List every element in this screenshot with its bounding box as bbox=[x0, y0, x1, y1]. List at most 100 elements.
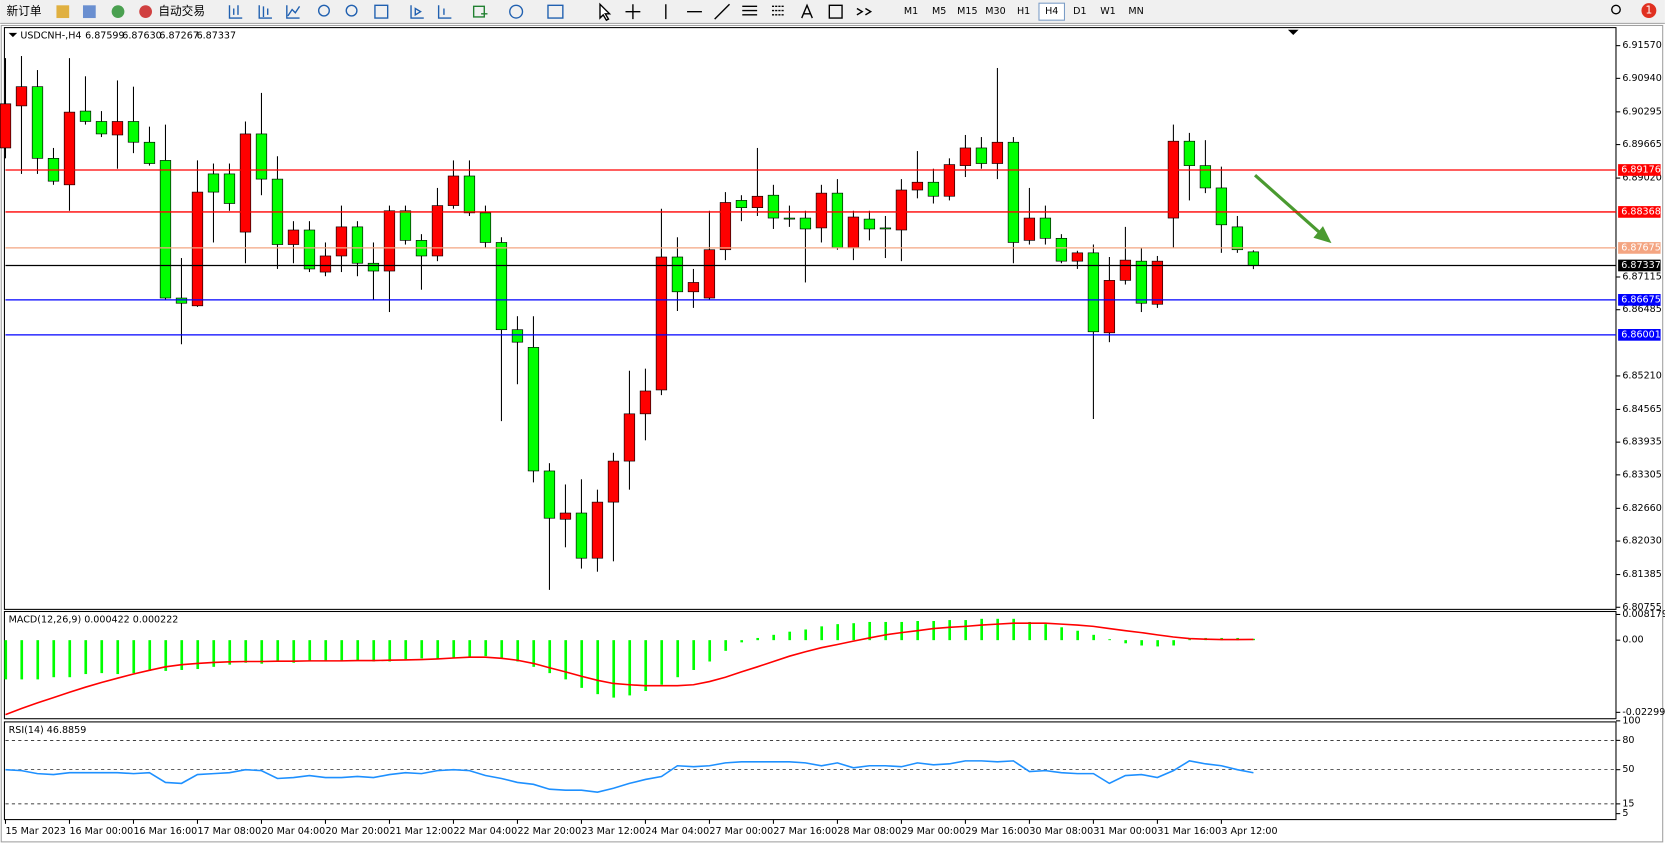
tool-arrows[interactable] bbox=[856, 7, 873, 16]
candle-body bbox=[527, 347, 540, 472]
auto-trading-icon[interactable] bbox=[139, 5, 152, 19]
notification-badge[interactable] bbox=[1641, 3, 1657, 19]
candle-body bbox=[671, 256, 684, 293]
icon[interactable] bbox=[56, 5, 70, 19]
tool-tile[interactable] bbox=[374, 4, 389, 19]
macd-bar bbox=[244, 640, 248, 663]
candle-body bbox=[1183, 140, 1196, 166]
timeframe-button[interactable]: M15 bbox=[957, 6, 977, 17]
macd-bar bbox=[340, 640, 344, 662]
x-tick-label: 27 Mar 16:00 bbox=[773, 826, 837, 837]
tool-channel[interactable] bbox=[742, 5, 758, 16]
y-tick-label: 6.89020 bbox=[1622, 173, 1661, 184]
macd-bar bbox=[1156, 640, 1159, 647]
tool-zoom-out[interactable] bbox=[345, 4, 358, 17]
tool-crosshair[interactable] bbox=[625, 4, 641, 20]
shift-marker bbox=[1287, 29, 1299, 36]
tool-zoom-in[interactable] bbox=[317, 4, 330, 17]
y-tick-label: 0.008179 bbox=[1622, 609, 1665, 620]
tool-periods[interactable] bbox=[509, 4, 524, 19]
timeframe-button[interactable]: H1 bbox=[1017, 6, 1030, 17]
candle-body bbox=[1247, 251, 1260, 266]
pane-marker bbox=[8, 32, 18, 38]
new-order-label[interactable]: 新订单 bbox=[7, 4, 42, 18]
tool-cursor[interactable] bbox=[599, 2, 612, 22]
new-order-button[interactable] bbox=[2, 3, 50, 21]
macd-bar bbox=[356, 640, 360, 661]
macd-bar bbox=[324, 640, 328, 662]
candle-body bbox=[783, 217, 796, 220]
candle-body bbox=[623, 413, 636, 462]
candle-body bbox=[991, 141, 1004, 164]
candle-body bbox=[191, 191, 204, 307]
candle-body bbox=[1199, 165, 1212, 189]
tool-indicators[interactable] bbox=[472, 5, 488, 18]
macd-bar bbox=[100, 640, 104, 674]
tool-trendline[interactable] bbox=[714, 3, 731, 20]
macd-bar bbox=[404, 640, 408, 660]
price-level-box bbox=[1618, 329, 1661, 341]
x-tick-label: 31 Mar 16:00 bbox=[1157, 826, 1221, 837]
auto-trading-label[interactable]: 自动交易 bbox=[158, 4, 205, 18]
icon[interactable] bbox=[82, 5, 96, 19]
tool-bar-chart[interactable] bbox=[228, 5, 243, 19]
arrow-head bbox=[1313, 226, 1332, 244]
ohlc-close: 6.87337 bbox=[197, 31, 236, 42]
tool-label[interactable] bbox=[828, 4, 843, 19]
y-tick-label: 6.81385 bbox=[1622, 569, 1661, 580]
macd-bar bbox=[612, 640, 616, 698]
candle-body bbox=[879, 227, 892, 230]
candle-body bbox=[575, 512, 588, 559]
macd-bar bbox=[756, 637, 760, 641]
timeframe-button[interactable]: M30 bbox=[985, 6, 1005, 17]
candle-body bbox=[431, 205, 444, 257]
macd-bar bbox=[676, 640, 680, 678]
macd-bar bbox=[388, 640, 392, 662]
macd-bar bbox=[452, 640, 456, 659]
timeframe-button[interactable]: D1 bbox=[1073, 6, 1086, 17]
candle-body bbox=[479, 212, 492, 243]
candle-body bbox=[111, 121, 124, 136]
x-tick-label: 30 Mar 08:00 bbox=[1029, 826, 1093, 837]
candle-body bbox=[1055, 237, 1068, 262]
notification-count[interactable]: 1 bbox=[1646, 4, 1653, 17]
tool-candles[interactable] bbox=[258, 5, 272, 19]
x-tick-label: 15 Mar 2023 bbox=[5, 826, 66, 837]
price-level-label: 6.87337 bbox=[1621, 260, 1660, 271]
search[interactable] bbox=[1611, 4, 1621, 15]
candle-body bbox=[975, 147, 988, 164]
timeframe-button[interactable]: W1 bbox=[1100, 6, 1116, 17]
timeframe-button[interactable]: MN bbox=[1128, 6, 1143, 17]
timeframe-button[interactable]: H4 bbox=[1045, 6, 1058, 17]
price-level-box bbox=[1618, 259, 1661, 272]
macd-bar bbox=[4, 640, 8, 680]
macd-bar bbox=[116, 640, 120, 675]
macd-bar bbox=[580, 640, 584, 688]
macd-bar bbox=[628, 640, 632, 696]
candle-body bbox=[511, 329, 524, 343]
macd-pane bbox=[3, 610, 1617, 720]
rsi-line bbox=[5, 760, 1254, 794]
candle-body bbox=[255, 133, 268, 180]
tool-templates[interactable] bbox=[547, 4, 564, 19]
candle-body bbox=[607, 460, 620, 503]
candle-body bbox=[719, 202, 732, 251]
macd-bar bbox=[980, 618, 984, 641]
tool-autoscroll[interactable] bbox=[410, 5, 424, 19]
candle-body bbox=[1087, 252, 1100, 333]
candle-body bbox=[847, 216, 860, 248]
tool-text[interactable] bbox=[801, 3, 813, 19]
tool-fibo[interactable] bbox=[771, 5, 785, 16]
candle-body bbox=[1167, 140, 1180, 219]
macd-bar bbox=[292, 640, 296, 663]
timeframe-button[interactable]: M5 bbox=[932, 6, 946, 17]
candle-body bbox=[1215, 187, 1228, 226]
tool-line[interactable] bbox=[286, 5, 301, 19]
icon[interactable] bbox=[111, 5, 125, 19]
tool-shift[interactable] bbox=[437, 5, 452, 19]
symbol-title: USDCNH-,H4 bbox=[20, 31, 81, 42]
timeframe-button[interactable]: M1 bbox=[904, 6, 918, 17]
candle-body bbox=[351, 226, 364, 264]
macd-bar bbox=[564, 640, 568, 680]
